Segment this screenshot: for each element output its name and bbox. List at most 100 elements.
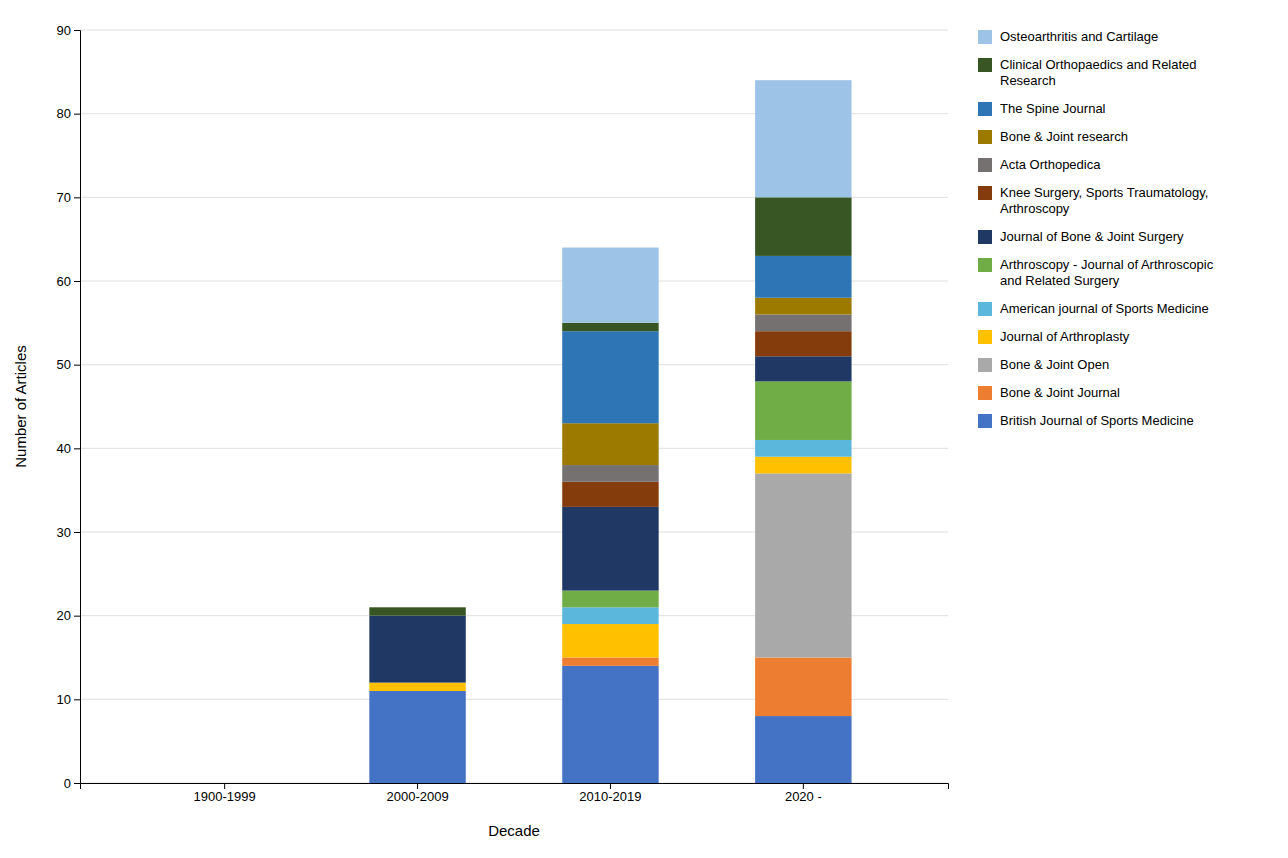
y-tick-mark: [74, 197, 80, 198]
x-tick-label: 1900-1999: [194, 789, 256, 804]
x-axis: 1900-1999 2000-2009 2010-2019 2020 -: [81, 783, 949, 804]
series: [755, 473, 851, 657]
bar-segment: [755, 298, 851, 315]
bar-segment: [755, 331, 851, 356]
x-tick: 2000-2009: [386, 783, 448, 804]
y-tick-label: 0: [64, 776, 71, 791]
legend-label-line: Acta Orthopedica: [1000, 157, 1101, 172]
y-tick-mark: [74, 448, 80, 449]
legend-label-line: Arthroscopy: [1000, 201, 1070, 216]
x-axis-line: [81, 784, 949, 790]
series: [562, 314, 851, 481]
legend-label: Bone & Joint Open: [1000, 357, 1109, 372]
x-tick: 2010-2019: [579, 783, 641, 804]
legend-swatch: [978, 330, 992, 344]
y-axis-line: [74, 31, 81, 784]
legend-swatch: [978, 258, 992, 272]
legend-label-line: Bone & Joint Journal: [1000, 385, 1120, 400]
y-tick-label: 20: [57, 608, 71, 623]
legend-label: Arthroscopy - Journal of Arthroscopicand…: [1000, 257, 1214, 288]
x-tick-mark: [610, 783, 611, 789]
y-tick: 60: [57, 274, 80, 289]
bar-segment: [176, 783, 272, 784]
bar-segment: [755, 356, 851, 381]
legend-swatch: [978, 102, 992, 116]
legend-label-line: Arthroscopy - Journal of Arthroscopic: [1000, 257, 1214, 272]
y-tick-label: 60: [57, 274, 71, 289]
y-tick: 0: [64, 776, 80, 791]
y-tick: 50: [57, 357, 80, 372]
bar-segment: [562, 607, 658, 624]
bar-segment: [755, 314, 851, 331]
bar-segment: [755, 256, 851, 298]
bar-segment: [755, 381, 851, 440]
x-tick-label: 2020 -: [785, 789, 822, 804]
bar-segment: [176, 783, 272, 784]
bar-segment: [176, 783, 272, 784]
legend-label-line: Osteoarthritis and Cartilage: [1000, 29, 1158, 44]
legend-label-line: Knee Surgery, Sports Traumatology,: [1000, 185, 1208, 200]
bar-segment: [176, 783, 272, 784]
y-tick-mark: [74, 783, 80, 784]
legend-item: American journal of Sports Medicine: [978, 301, 1209, 316]
legend-label: Acta Orthopedica: [1000, 157, 1101, 172]
legend-label: Bone & Joint research: [1000, 129, 1128, 144]
bar-segment: [755, 473, 851, 657]
bar-segment: [755, 457, 851, 474]
x-tick-label: 2000-2009: [386, 789, 448, 804]
bar-segment: [562, 624, 658, 657]
y-tick-label: 70: [57, 190, 71, 205]
bar-segment: [562, 507, 658, 591]
x-tick: 2020 -: [785, 783, 822, 804]
legend-item: Bone & Joint Open: [978, 357, 1109, 372]
bar-segment: [562, 658, 658, 666]
bar-segment: [369, 607, 465, 615]
y-tick: 80: [57, 106, 80, 121]
bar-segment: [176, 783, 272, 784]
bar-segment: [562, 482, 658, 507]
y-tick-mark: [74, 699, 80, 700]
bar-segment: [176, 783, 272, 784]
y-tick: 40: [57, 441, 80, 456]
bars: [369, 80, 851, 783]
legend-label: Knee Surgery, Sports Traumatology,Arthro…: [1000, 185, 1208, 216]
y-tick-mark: [74, 114, 80, 115]
legend-label: British Journal of Sports Medicine: [1000, 413, 1194, 428]
legend-label: American journal of Sports Medicine: [1000, 301, 1209, 316]
legend-swatch: [978, 130, 992, 144]
legend-label-line: Bone & Joint Open: [1000, 357, 1109, 372]
chart: 1900-19992000-20092010-20192020 -0102030…: [0, 0, 1288, 858]
legend-item: Bone & Joint Journal: [978, 385, 1120, 400]
bar-segment: [562, 465, 658, 482]
bar-segment: [176, 783, 272, 784]
bar-segment: [176, 783, 272, 784]
y-axis-title: Number of Articles: [12, 345, 29, 468]
bar-segment: [562, 423, 658, 465]
legend-swatch: [978, 158, 992, 172]
legend-swatch: [978, 30, 992, 44]
legend-label-line: The Spine Journal: [1000, 101, 1106, 116]
x-axis-title: Decade: [488, 822, 540, 839]
legend-label-line: and Related Surgery: [1000, 273, 1120, 288]
legend-item: Journal of Bone & Joint Surgery: [978, 229, 1184, 244]
bar-segment: [755, 716, 851, 783]
bar-segment: [562, 248, 658, 323]
legend-label-line: Clinical Orthopaedics and Related: [1000, 57, 1197, 72]
legend-label-line: Journal of Bone & Joint Surgery: [1000, 229, 1184, 244]
y-tick-mark: [74, 532, 80, 533]
y-tick-mark: [74, 281, 80, 282]
x-tick-mark: [417, 783, 418, 789]
bar-segment: [755, 440, 851, 457]
x-tick-mark: [224, 783, 225, 789]
legend-label: Bone & Joint Journal: [1000, 385, 1120, 400]
x-tick-mark: [803, 783, 804, 789]
legend-swatch: [978, 58, 992, 72]
y-tick-label: 30: [57, 525, 71, 540]
legend-swatch: [978, 386, 992, 400]
bar-segment: [369, 616, 465, 683]
legend-swatch: [978, 230, 992, 244]
bar-segment: [176, 783, 272, 784]
legend-label-line: Research: [1000, 73, 1056, 88]
y-axis: 0102030405060708090: [57, 23, 81, 791]
plot: 1900-19992000-20092010-20192020 -0102030…: [57, 23, 949, 805]
